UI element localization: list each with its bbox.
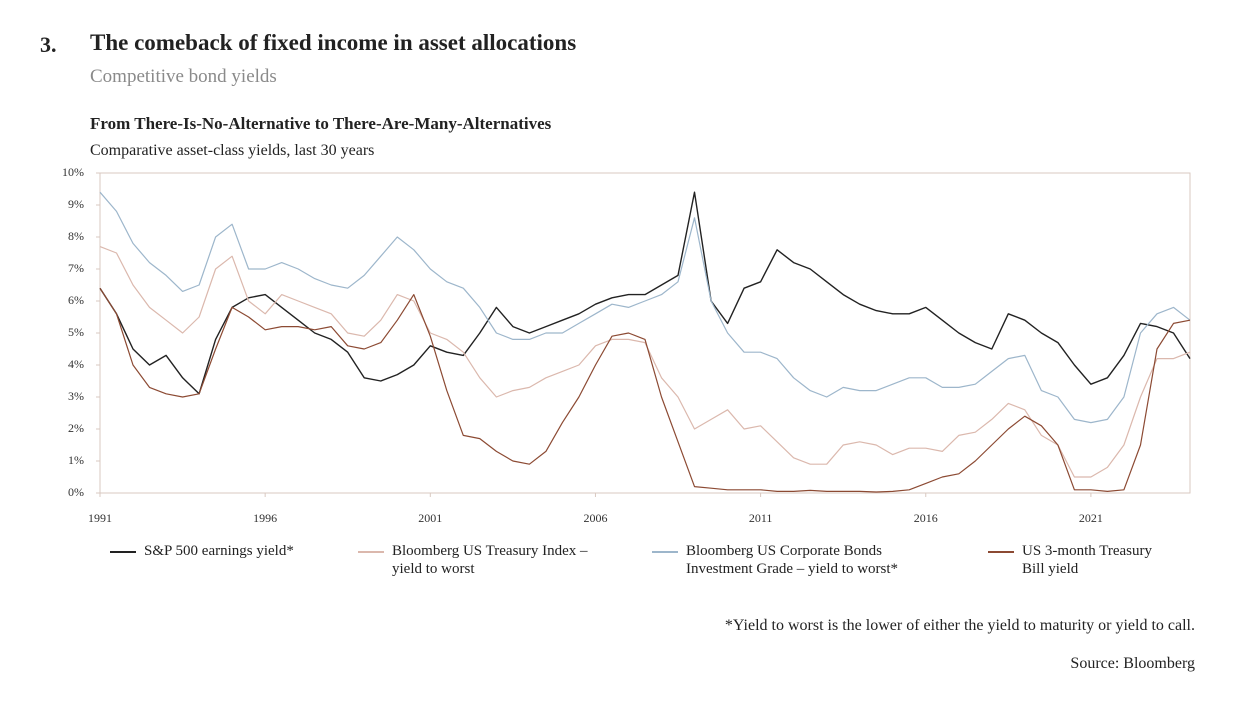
x-tick-label: 2001 [418, 511, 442, 525]
series-line [99, 191, 1191, 395]
y-tick-label: 8% [68, 229, 84, 243]
x-tick-label: 1991 [88, 511, 112, 525]
footnote: *Yield to worst is the lower of either t… [724, 617, 1195, 634]
x-tick-label: 2021 [1079, 511, 1103, 525]
x-tick-label: 2016 [914, 511, 938, 525]
section-title: The comeback of fixed income in asset al… [90, 30, 577, 55]
series-line [99, 191, 1191, 424]
source-note: Source: Bloomberg [1070, 655, 1195, 672]
y-tick-label: 10% [62, 165, 84, 179]
legend-item: Bloomberg US Treasury Index – yield to w… [358, 542, 618, 578]
legend-swatch [988, 551, 1014, 553]
legend-swatch [110, 551, 136, 553]
series-line [99, 246, 1191, 478]
y-tick-label: 1% [68, 453, 84, 467]
chart-subtitle: Comparative asset-class yields, last 30 … [90, 142, 375, 159]
y-tick-label: 4% [68, 357, 84, 371]
series-line [99, 287, 1191, 493]
y-tick-label: 7% [68, 261, 84, 275]
x-tick-label: 1996 [253, 511, 277, 525]
legend-swatch [358, 551, 384, 553]
y-tick-label: 0% [68, 485, 84, 499]
legend-label: US 3-month Treasury Bill yield [1022, 543, 1153, 577]
legend-item: S&P 500 earnings yield* [110, 542, 340, 560]
legend-item: US 3-month Treasury Bill yield [988, 542, 1178, 578]
y-tick-label: 5% [68, 325, 84, 339]
legend-swatch [652, 551, 678, 553]
y-tick-label: 2% [68, 421, 84, 435]
section-number: 3. [40, 32, 57, 57]
legend-label: S&P 500 earnings yield* [144, 543, 294, 559]
legend-label: Bloomberg US Corporate Bonds Investment … [686, 543, 899, 577]
x-tick-label: 2006 [583, 511, 607, 525]
y-tick-label: 6% [68, 293, 84, 307]
x-tick-label: 2011 [749, 511, 773, 525]
section-subtitle: Competitive bond yields [90, 66, 277, 87]
y-tick-label: 3% [68, 389, 84, 403]
legend-label: Bloomberg US Treasury Index – yield to w… [392, 543, 588, 577]
legend-item: Bloomberg US Corporate Bonds Investment … [652, 542, 952, 578]
chart-title: From There-Is-No-Alternative to There-Ar… [90, 114, 552, 133]
plot-frame [99, 172, 1191, 494]
y-tick-label: 9% [68, 197, 84, 211]
